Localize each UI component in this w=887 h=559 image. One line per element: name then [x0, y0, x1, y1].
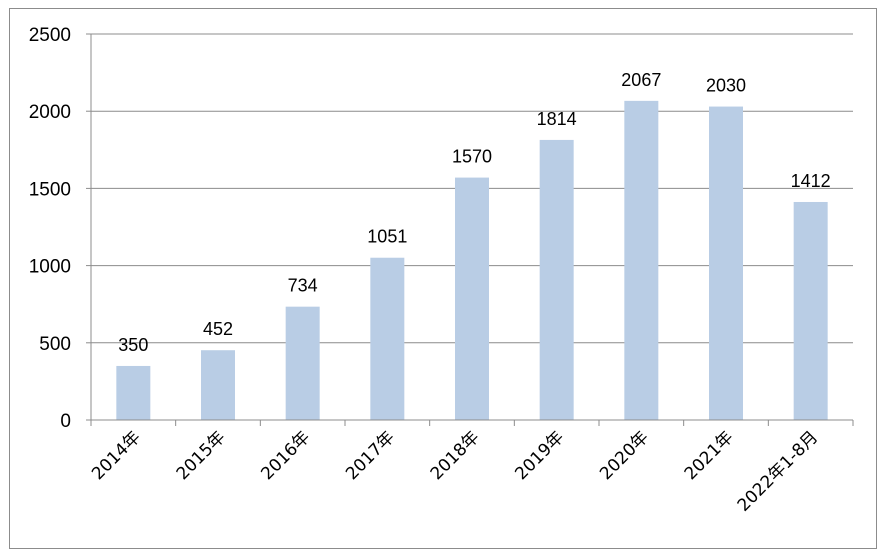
data-label: 1814	[537, 109, 577, 129]
bar	[201, 350, 235, 420]
y-tick-label: 1500	[29, 179, 71, 200]
data-labels: 350 452 734 1051 1570 1814 2067 2030 1412	[118, 70, 830, 355]
x-tick-label: 2017年	[342, 427, 399, 484]
data-label: 1412	[791, 171, 831, 191]
data-label: 1051	[367, 227, 407, 247]
data-label: 2067	[621, 70, 661, 90]
x-tick-label: 2020年	[596, 427, 653, 484]
bar	[370, 257, 405, 420]
data-label: 2030	[706, 76, 746, 96]
bar	[455, 177, 489, 420]
y-tick-label: 2500	[29, 25, 71, 46]
x-tick-label: 2015年	[173, 427, 230, 484]
y-tick-label: 500	[39, 334, 71, 355]
x-tick-label: 2016年	[257, 427, 314, 484]
bar	[285, 306, 320, 420]
data-label: 350	[118, 335, 148, 355]
y-tick-label: 2000	[29, 102, 71, 123]
y-tick-label: 0	[60, 411, 71, 432]
y-tick-label: 1000	[29, 257, 71, 278]
bars	[116, 100, 828, 421]
data-label: 734	[288, 276, 318, 296]
bar	[709, 106, 743, 421]
bar	[793, 201, 828, 420]
x-tick-label: 2021年	[681, 427, 738, 484]
data-label: 1570	[452, 147, 492, 167]
x-tick-label: 2018年	[427, 427, 484, 484]
x-tick-label: 2022年1-8月	[734, 427, 822, 515]
x-tick-label: 2014年	[88, 427, 145, 484]
y-axis: 0 500 1000 1500 2000 2500	[29, 25, 92, 432]
bar	[539, 139, 574, 420]
x-axis: 2014年 2015年 2016年 2017年 2018年 2019年 2020年 2021年…	[88, 419, 854, 516]
data-label: 452	[203, 319, 233, 339]
chart-frame	[9, 8, 877, 549]
x-tick-label: 2019年	[511, 427, 568, 484]
bar	[116, 365, 151, 420]
bar	[624, 100, 659, 421]
